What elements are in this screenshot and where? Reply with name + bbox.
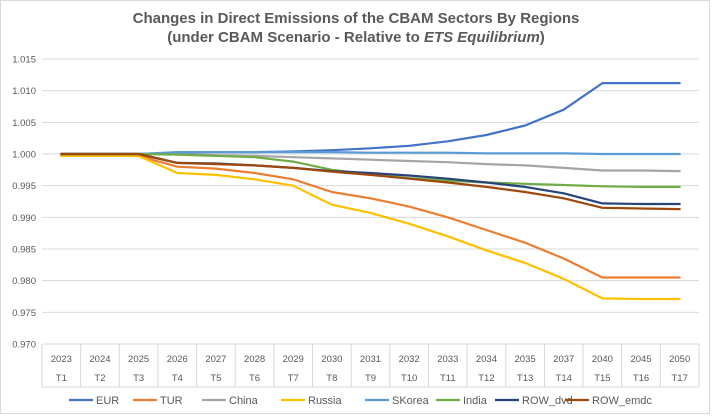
series-line-row-emdc (60, 152, 681, 211)
legend-label: SKorea (392, 395, 430, 407)
x-tick-label-year: 2037 (553, 354, 574, 365)
series-line-eur (60, 81, 681, 156)
series-line-skorea (60, 151, 681, 156)
chart-title-suffix: ) (539, 29, 545, 46)
x-tick-label-period: T1 (56, 373, 67, 384)
x-tick-label-period: T10 (401, 373, 417, 384)
x-tick-label-period: T12 (478, 373, 494, 384)
x-tick-label-period: T14 (556, 373, 572, 384)
y-tick-label: 1.015 (12, 55, 36, 66)
legend-label: EUR (96, 395, 119, 407)
y-tick-label: 0.995 (12, 181, 36, 192)
legend-label: TUR (160, 395, 183, 407)
y-tick-label: 0.980 (12, 276, 36, 287)
y-tick-label: 0.970 (12, 340, 36, 351)
series-line-row-dvd (60, 152, 681, 206)
x-tick-label-year: 2029 (283, 354, 304, 365)
series-line-russia (60, 154, 681, 301)
x-tick-label-period: T2 (94, 373, 105, 384)
x-tick-label-year: 2034 (476, 354, 497, 365)
series-line-tur (60, 154, 681, 279)
y-tick-label: 1.000 (12, 150, 36, 161)
x-tick-label-period: T11 (440, 373, 456, 384)
x-tick-label-period: T13 (517, 373, 533, 384)
x-tick-label-year: 2024 (89, 354, 110, 365)
x-tick-label-year: 2027 (205, 354, 226, 365)
legend-label: Russia (308, 395, 343, 407)
x-tick-label-period: T5 (210, 373, 221, 384)
x-tick-label-year: 2033 (437, 354, 458, 365)
chart-title-prefix: (under CBAM Scenario - Relative to (167, 29, 424, 46)
x-tick-label-year: 2040 (592, 354, 613, 365)
y-tick-label: 1.010 (12, 86, 36, 97)
x-tick-label-year: 2028 (244, 354, 265, 365)
chart-title-line1: Changes in Direct Emissions of the CBAM … (132, 10, 580, 27)
y-tick-label: 0.985 (12, 245, 36, 256)
x-tick-label-period: T15 (594, 373, 610, 384)
x-tick-label-period: T4 (172, 373, 183, 384)
legend-label: ROW_emdc (592, 395, 652, 407)
x-tick-label-year: 2026 (167, 354, 188, 365)
x-tick-label-year: 2035 (515, 354, 536, 365)
legend-label: ROW_dvd (522, 395, 573, 407)
chart-title-italic: ETS Equilibrium (423, 29, 540, 46)
legend-label: India (463, 395, 488, 407)
x-tick-label-year: 2030 (321, 354, 342, 365)
x-tick-label-period: T7 (288, 373, 299, 384)
y-tick-label: 0.975 (12, 308, 36, 319)
x-tick-label-year: 2031 (360, 354, 381, 365)
x-tick-label-year: 2023 (51, 354, 72, 365)
x-tick-label-year: 2050 (669, 354, 690, 365)
x-tick-label-period: T6 (249, 373, 260, 384)
x-tick-label-period: T9 (365, 373, 376, 384)
x-tick-label-year: 2025 (128, 354, 149, 365)
chart-title: Changes in Direct Emissions of the CBAM … (1, 9, 711, 47)
x-tick-label-period: T16 (633, 373, 649, 384)
x-tick-label-year: 2045 (630, 354, 651, 365)
x-tick-label-period: T8 (326, 373, 337, 384)
x-tick-label-period: T17 (671, 373, 687, 384)
x-tick-label-year: 2032 (399, 354, 420, 365)
legend-label: China (229, 395, 259, 407)
y-tick-label: 1.005 (12, 118, 36, 129)
chart-title-line2: (under CBAM Scenario - Relative to ETS E… (1, 28, 711, 47)
x-tick-label-period: T3 (133, 373, 144, 384)
y-tick-label: 0.990 (12, 213, 36, 224)
